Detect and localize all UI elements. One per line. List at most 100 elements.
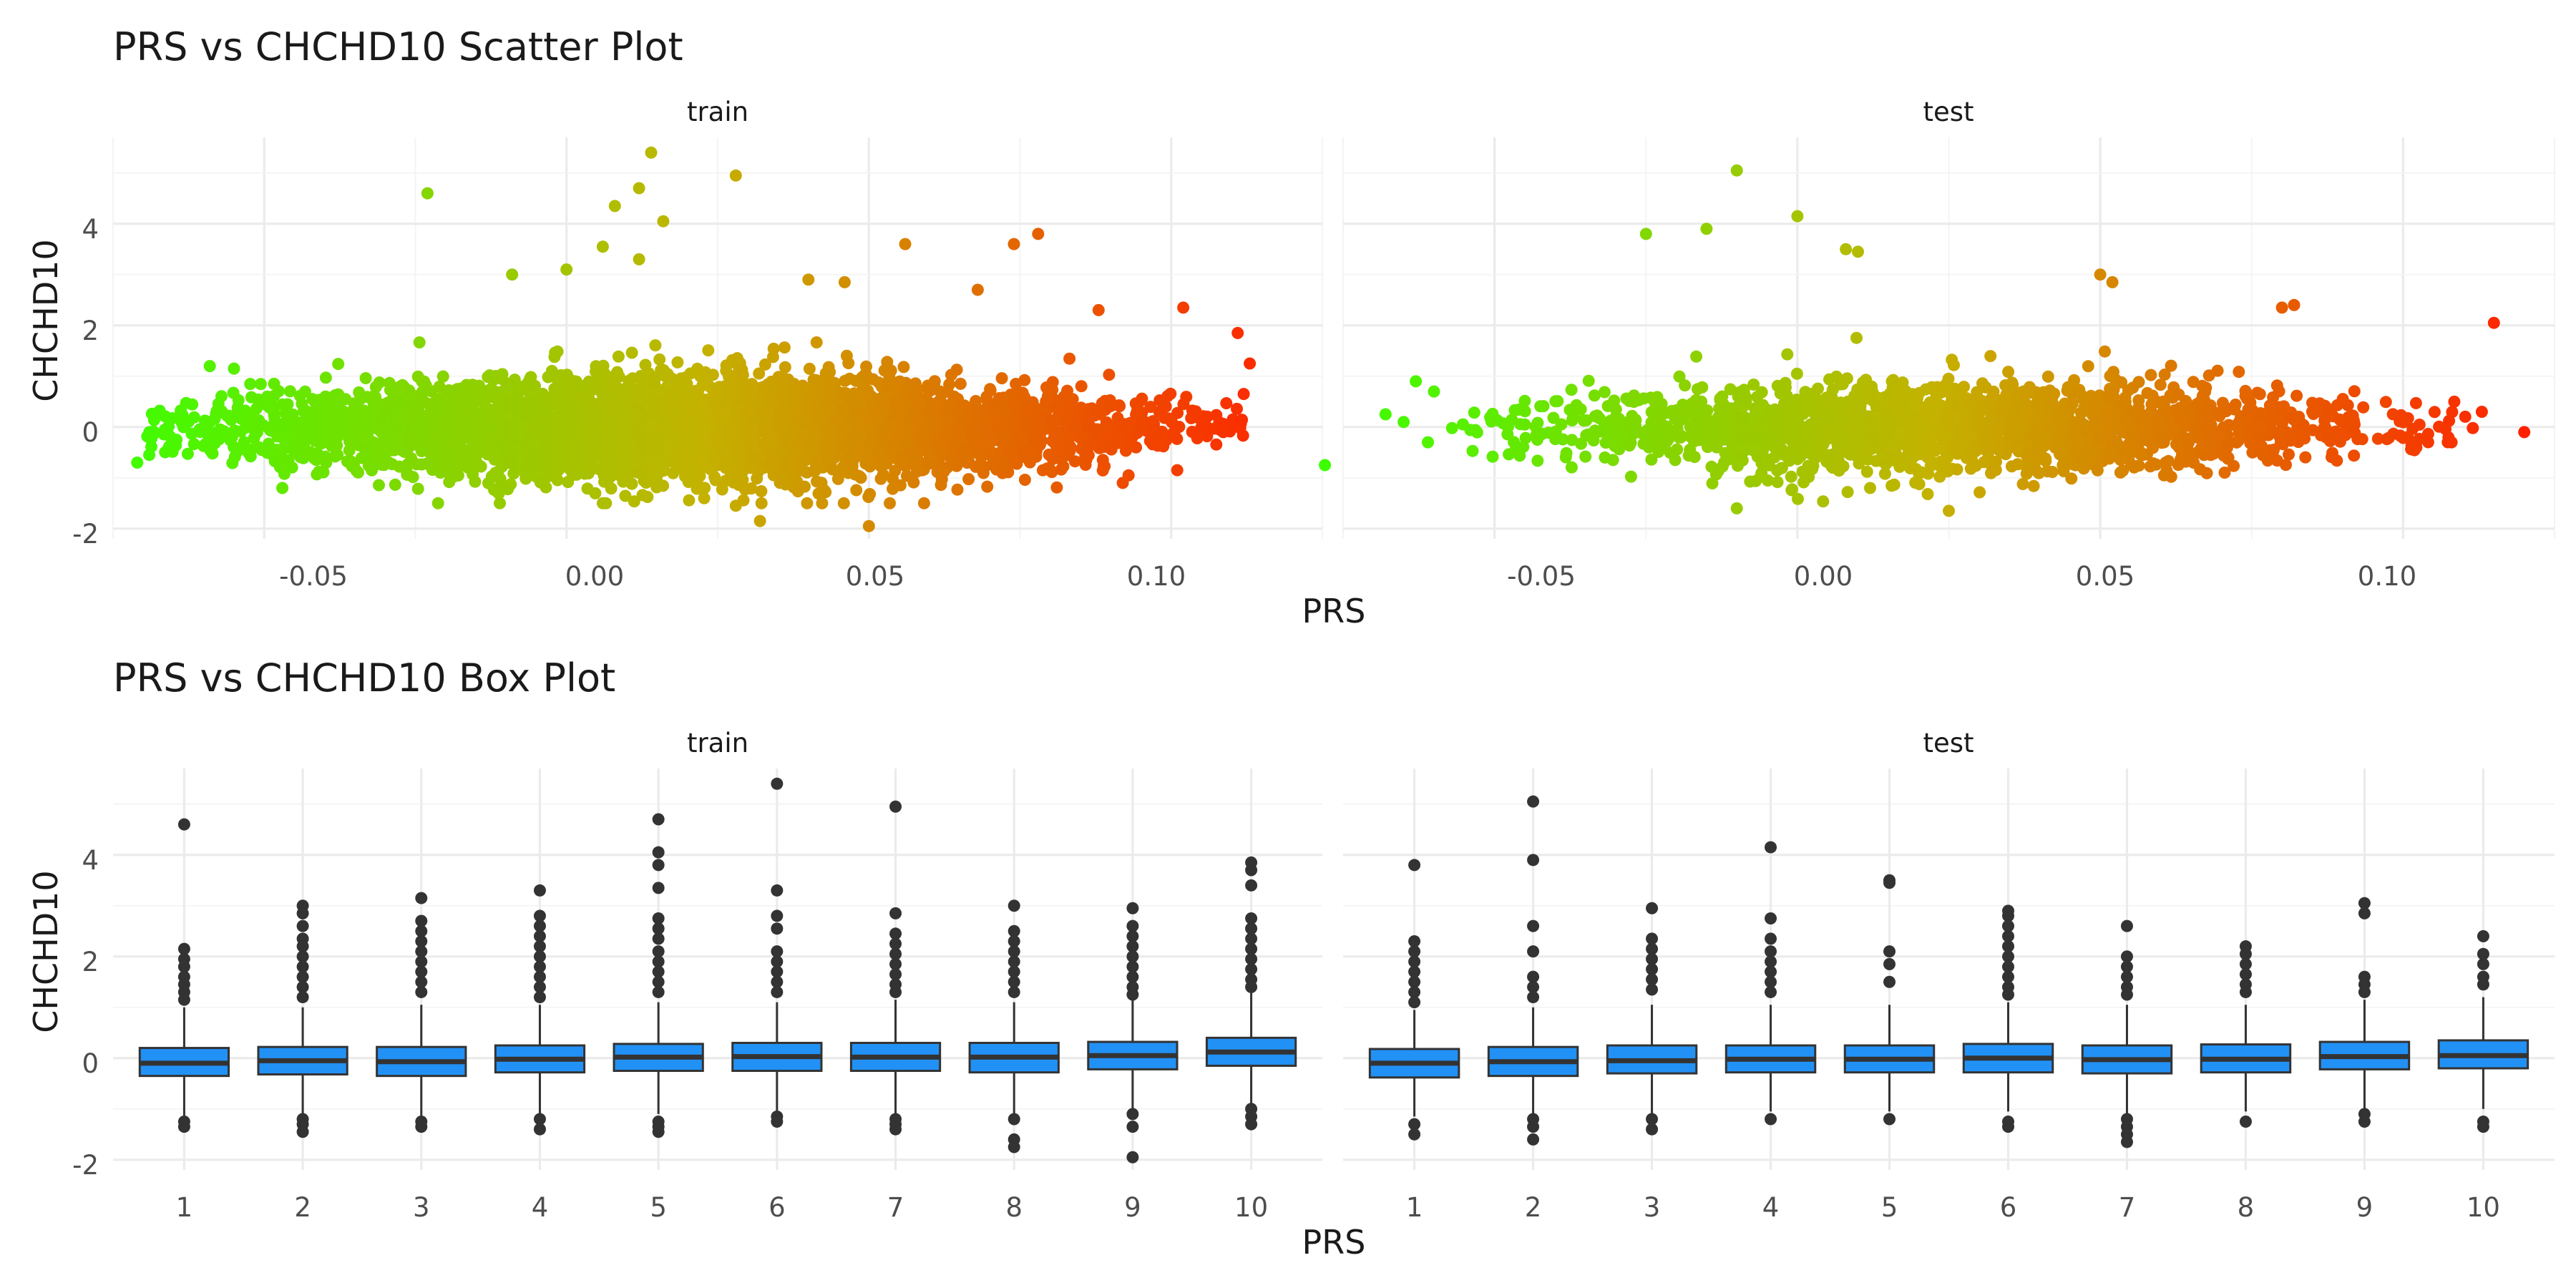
scatter-point bbox=[349, 436, 362, 449]
scatter-point bbox=[927, 379, 940, 392]
scatter-point bbox=[544, 450, 557, 463]
scatter-point bbox=[562, 462, 575, 475]
scatter-point bbox=[916, 434, 929, 446]
scatter-point bbox=[937, 386, 950, 399]
scatter-point bbox=[862, 519, 875, 532]
scatter-point bbox=[708, 455, 721, 468]
scatter-point bbox=[389, 478, 401, 491]
scatter-point bbox=[758, 383, 771, 396]
scatter-point bbox=[520, 378, 533, 391]
scatter-point bbox=[592, 371, 605, 384]
scatter-point bbox=[492, 487, 505, 500]
scatter-point bbox=[747, 441, 759, 454]
scatter-point bbox=[1062, 436, 1075, 449]
scatter-point bbox=[825, 404, 838, 416]
scatter-point bbox=[905, 457, 917, 470]
scatter-point bbox=[731, 447, 743, 459]
scatter-point bbox=[628, 449, 640, 462]
scatter-point bbox=[648, 432, 660, 445]
scatter-point bbox=[927, 409, 940, 421]
scatter-point bbox=[386, 458, 399, 471]
scatter-point bbox=[1231, 326, 1244, 339]
scatter-point bbox=[369, 459, 381, 472]
scatter-point bbox=[1083, 419, 1096, 432]
scatter-point bbox=[498, 384, 511, 396]
scatter-point bbox=[429, 396, 442, 408]
scatter-point bbox=[883, 371, 896, 384]
scatter-point bbox=[751, 472, 763, 485]
scatter-point bbox=[1598, 386, 1611, 399]
scatter-point bbox=[303, 424, 316, 437]
scatter-point bbox=[1025, 444, 1038, 456]
scatter-point bbox=[1033, 439, 1046, 452]
scatter-point bbox=[438, 464, 451, 477]
scatter-point bbox=[854, 431, 867, 444]
scatter-point bbox=[452, 469, 464, 482]
scatter-point bbox=[954, 419, 967, 431]
scatter-point bbox=[1201, 430, 1214, 443]
scatter-point bbox=[1237, 388, 1250, 401]
scatter-point bbox=[230, 441, 242, 454]
scatter-point bbox=[731, 352, 743, 365]
scatter-point bbox=[649, 339, 662, 352]
scatter-point bbox=[1168, 426, 1181, 439]
scatter-point bbox=[447, 404, 460, 416]
scatter-point bbox=[745, 482, 758, 495]
scatter-point bbox=[472, 389, 485, 401]
scatter-point bbox=[822, 372, 835, 385]
scatter-point bbox=[487, 444, 500, 457]
scatter-point bbox=[1244, 357, 1257, 370]
scatter-point bbox=[625, 346, 638, 359]
scatter-point bbox=[888, 437, 901, 450]
scatter-point bbox=[622, 411, 635, 424]
scatter-point bbox=[596, 240, 609, 253]
scatter-point bbox=[380, 404, 393, 417]
scatter-point bbox=[181, 447, 194, 460]
scatter-point bbox=[633, 182, 645, 195]
scatter-point bbox=[952, 406, 965, 418]
scatter-point bbox=[268, 455, 281, 467]
scatter-point bbox=[431, 497, 444, 509]
scatter-point bbox=[436, 370, 449, 383]
scatter-point bbox=[1785, 470, 1797, 483]
scatter-point bbox=[917, 497, 930, 509]
scatter-point bbox=[907, 476, 920, 489]
scatter-point bbox=[476, 439, 489, 452]
scatter-point bbox=[613, 370, 625, 383]
scatter-point bbox=[873, 445, 885, 458]
scatter-point bbox=[887, 482, 899, 495]
scatter-point bbox=[684, 390, 697, 403]
scatter-point bbox=[864, 460, 877, 473]
scatter-point bbox=[1084, 439, 1097, 452]
scatter-point bbox=[846, 460, 859, 472]
scatter-point bbox=[640, 442, 653, 455]
scatter-point bbox=[900, 437, 913, 450]
scatter-point bbox=[815, 477, 828, 489]
scatter-point bbox=[2357, 401, 2370, 414]
scatter-point bbox=[198, 414, 211, 427]
scatter-point bbox=[731, 435, 743, 448]
scatter-point bbox=[1002, 444, 1015, 456]
scatter-point bbox=[684, 367, 697, 380]
scatter-point bbox=[735, 467, 748, 480]
scatter-point bbox=[2348, 449, 2361, 462]
scatter-point bbox=[1097, 459, 1110, 472]
scatter-point bbox=[365, 437, 378, 450]
scatter-point bbox=[519, 472, 532, 485]
scatter-point bbox=[623, 468, 635, 481]
scatter-point bbox=[889, 464, 902, 477]
scatter-point bbox=[902, 425, 915, 437]
scatter-point bbox=[1051, 443, 1064, 456]
scatter-point bbox=[843, 372, 856, 385]
scatter-point bbox=[1817, 495, 1830, 508]
scatter-point bbox=[586, 462, 599, 475]
scatter-point bbox=[1679, 379, 1692, 392]
scatter-point bbox=[1913, 478, 1926, 491]
scatter-point bbox=[148, 411, 161, 424]
scatter-point bbox=[996, 467, 1009, 479]
scatter-point bbox=[1030, 402, 1043, 415]
scatter-point bbox=[767, 342, 780, 355]
scatter-point bbox=[281, 398, 294, 411]
scatter-point bbox=[857, 445, 869, 458]
scatter-point bbox=[268, 389, 280, 402]
